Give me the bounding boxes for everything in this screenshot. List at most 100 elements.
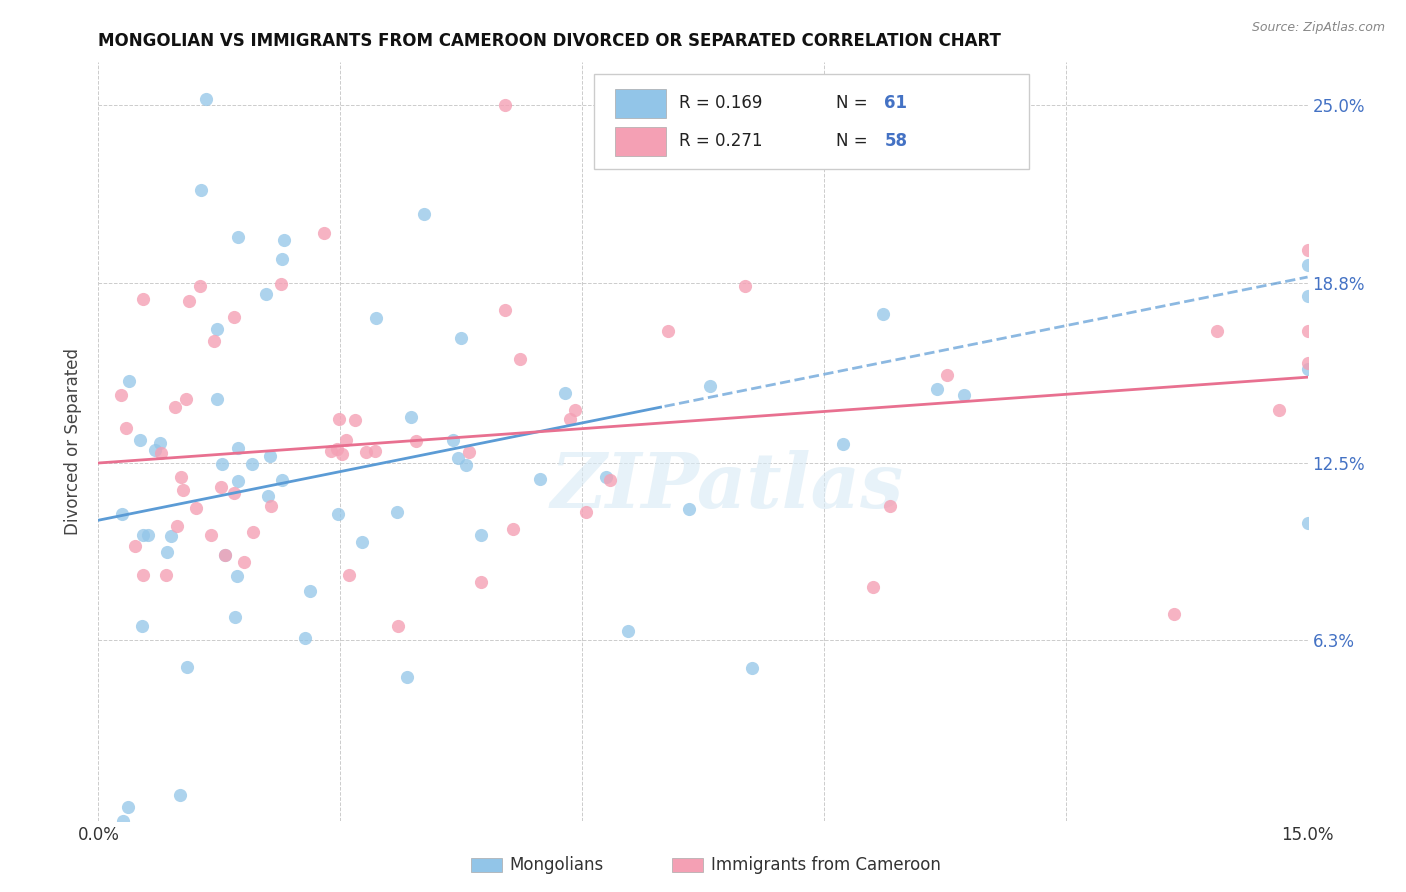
Point	[352, 534, 374, 549]
Text: Source: ZipAtlas.com: Source: ZipAtlas.com	[1251, 21, 1385, 34]
Point	[128, 433, 150, 447]
Point	[927, 382, 949, 396]
Point	[936, 368, 959, 383]
Point	[242, 524, 264, 539]
Point	[209, 480, 232, 494]
Point	[271, 252, 294, 266]
Point	[395, 670, 418, 684]
Point	[734, 279, 756, 293]
Point	[441, 434, 464, 448]
Point	[657, 324, 679, 338]
Point	[163, 401, 186, 415]
Point	[412, 207, 434, 221]
Text: 61: 61	[884, 95, 907, 112]
Text: R = 0.271: R = 0.271	[679, 132, 762, 150]
Point	[554, 385, 576, 400]
FancyBboxPatch shape	[595, 74, 1029, 169]
Y-axis label: Divorced or Separated: Divorced or Separated	[65, 348, 83, 535]
Point	[177, 293, 200, 308]
Point	[226, 229, 249, 244]
Point	[450, 330, 472, 344]
Point	[159, 529, 181, 543]
Point	[364, 443, 387, 458]
Point	[111, 814, 134, 828]
Point	[494, 98, 516, 112]
Point	[149, 446, 172, 460]
Point	[184, 501, 207, 516]
Point	[387, 505, 409, 519]
Text: 58: 58	[884, 132, 907, 150]
Point	[270, 277, 292, 292]
Point	[299, 583, 322, 598]
Point	[226, 568, 249, 582]
Point	[328, 412, 350, 426]
Point	[470, 528, 492, 542]
Point	[118, 375, 141, 389]
Point	[149, 435, 172, 450]
Point	[172, 483, 194, 498]
Point	[1268, 403, 1291, 417]
Point	[1206, 324, 1229, 338]
Point	[214, 549, 236, 563]
Point	[200, 528, 222, 542]
Point	[222, 485, 245, 500]
Point	[502, 522, 524, 536]
Point	[457, 444, 479, 458]
Point	[131, 293, 153, 307]
Point	[136, 527, 159, 541]
Point	[132, 527, 155, 541]
Point	[205, 392, 228, 407]
Point	[617, 624, 640, 639]
Point	[224, 609, 246, 624]
Point	[233, 555, 256, 569]
Text: R = 0.169: R = 0.169	[679, 95, 762, 112]
Point	[862, 580, 884, 594]
Text: N =: N =	[837, 132, 873, 150]
Point	[222, 310, 245, 324]
Point	[110, 508, 132, 522]
Point	[114, 420, 136, 434]
Point	[337, 568, 360, 582]
Point	[678, 501, 700, 516]
Point	[155, 567, 177, 582]
Point	[1296, 324, 1319, 338]
Point	[1163, 607, 1185, 621]
Bar	[614, 89, 665, 118]
Point	[170, 470, 193, 484]
Point	[259, 449, 281, 463]
Point	[195, 92, 218, 106]
Point	[741, 661, 763, 675]
Point	[166, 518, 188, 533]
Point	[228, 441, 250, 455]
Point	[214, 548, 236, 562]
Point	[1296, 356, 1319, 370]
Point	[405, 434, 427, 449]
Text: ZIPatlas: ZIPatlas	[551, 450, 904, 524]
Point	[575, 505, 598, 519]
Point	[387, 619, 409, 633]
Point	[260, 499, 283, 513]
Point	[176, 659, 198, 673]
Point	[1296, 361, 1319, 376]
Text: Mongolians: Mongolians	[509, 856, 603, 874]
Point	[294, 632, 316, 646]
Point	[254, 287, 277, 301]
Point	[202, 334, 225, 349]
Point	[366, 311, 388, 326]
Point	[343, 413, 366, 427]
Point	[188, 279, 211, 293]
Point	[326, 442, 349, 457]
Point	[494, 302, 516, 317]
Point	[110, 388, 132, 402]
Point	[190, 183, 212, 197]
Point	[124, 539, 146, 553]
Point	[335, 434, 357, 448]
Point	[226, 474, 249, 488]
Point	[273, 233, 295, 247]
Point	[831, 436, 853, 450]
Point	[156, 545, 179, 559]
Point	[599, 473, 621, 487]
Point	[560, 411, 582, 425]
Point	[321, 443, 343, 458]
Point	[446, 451, 468, 466]
